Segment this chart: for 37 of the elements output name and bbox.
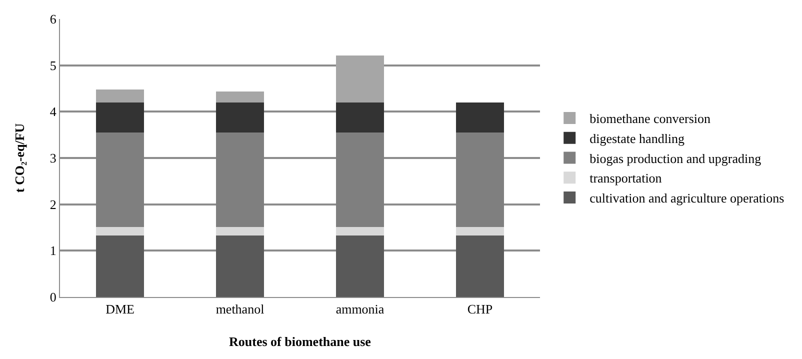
legend-label: biogas production and upgrading bbox=[590, 150, 762, 166]
bar bbox=[336, 56, 384, 102]
bar bbox=[456, 227, 504, 236]
bar bbox=[456, 102, 504, 133]
x-tick-label: ammonia bbox=[336, 302, 384, 317]
x-tick-label: methanol bbox=[216, 302, 265, 317]
x-axis-title: Routes of biomethane use bbox=[229, 334, 372, 349]
bar bbox=[216, 102, 264, 133]
y-tick-label: 4 bbox=[50, 104, 57, 120]
y-tick-label: 1 bbox=[50, 243, 56, 258]
y-tick-label: 2 bbox=[50, 196, 56, 212]
bar bbox=[456, 235, 504, 297]
legend-label: cultivation and agriculture operations bbox=[590, 190, 784, 206]
y-tick-label: 5 bbox=[50, 58, 56, 73]
bar bbox=[96, 227, 144, 236]
bar bbox=[96, 102, 144, 133]
y-axis-title: t CO₂-eq/FU bbox=[12, 122, 27, 193]
bar bbox=[456, 132, 504, 228]
bar bbox=[96, 132, 144, 228]
y-tick-label: 6 bbox=[50, 12, 57, 27]
legend-label: biomethane conversion bbox=[590, 111, 712, 126]
bar bbox=[336, 235, 384, 297]
bar bbox=[216, 92, 264, 102]
x-tick-label: DME bbox=[106, 302, 134, 317]
bar bbox=[216, 132, 264, 228]
bar bbox=[96, 235, 144, 297]
bar bbox=[216, 235, 264, 297]
x-tick-label: CHP bbox=[467, 302, 493, 317]
legend-label: digestate handling bbox=[590, 130, 686, 146]
y-tick-label: 0 bbox=[50, 290, 56, 305]
y-tick-label: 3 bbox=[50, 150, 56, 166]
bar bbox=[336, 227, 384, 236]
bar bbox=[96, 89, 144, 102]
bar bbox=[216, 227, 264, 236]
legend-label: transportation bbox=[590, 170, 662, 186]
bar bbox=[336, 102, 384, 133]
bar bbox=[336, 132, 384, 228]
